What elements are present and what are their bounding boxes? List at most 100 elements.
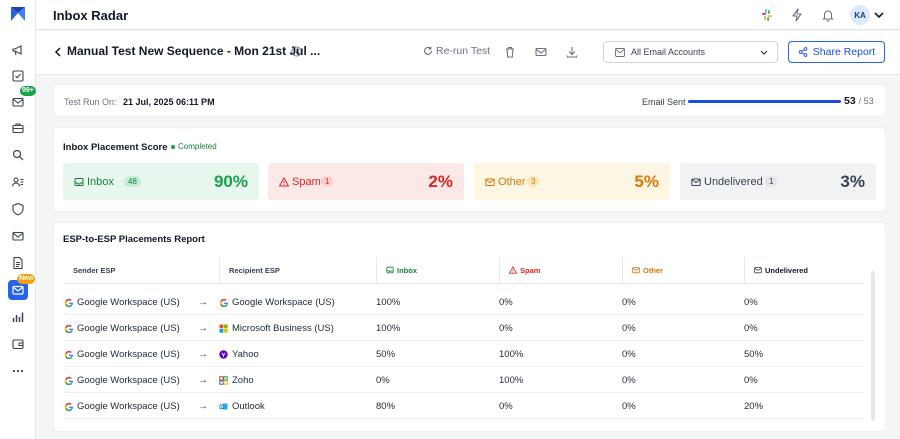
back-chevron-icon[interactable] xyxy=(52,45,64,59)
lightning-icon[interactable] xyxy=(789,7,805,23)
other-icon xyxy=(485,178,495,186)
placement-tile-other[interactable]: Other 3 5% xyxy=(474,163,670,200)
table-row[interactable]: Google Workspace (US) → Outlook 80% 0% 0% 20% xyxy=(64,393,864,419)
column-header-label: Other xyxy=(643,265,664,275)
sidebar-item-briefcase[interactable] xyxy=(8,118,28,138)
sidebar-item-checklist[interactable] xyxy=(8,66,28,86)
arrow-icon: → xyxy=(198,297,208,308)
other-cell: 0% xyxy=(622,375,636,386)
tile-count-badge: 1 xyxy=(321,176,334,187)
sidebar-item-inbox-radar[interactable]: New xyxy=(8,274,36,300)
recipient-esp-name: Google Workspace (US) xyxy=(232,297,335,308)
sender-esp-cell: Google Workspace (US) xyxy=(64,323,180,334)
zoho-logo-icon xyxy=(219,376,228,385)
sent-count: 53 xyxy=(844,95,856,107)
brand-logo-icon[interactable] xyxy=(9,5,27,23)
table-scrollbar[interactable] xyxy=(871,271,875,421)
refresh-icon xyxy=(424,46,433,55)
sidebar-item-megaphone[interactable] xyxy=(8,40,28,60)
undelivered-cell: 50% xyxy=(744,349,764,360)
undelivered-cell: 20% xyxy=(744,401,764,412)
tile-label: Inbox xyxy=(87,176,114,188)
undelivered-cell: 0% xyxy=(744,375,758,386)
table-row[interactable]: Google Workspace (US) → Zoho 0% 100% 0% 0% xyxy=(64,367,864,393)
other-icon xyxy=(632,267,640,274)
contacts-icon xyxy=(11,177,24,187)
tile-label: Other xyxy=(498,176,526,188)
wallet-icon xyxy=(12,339,24,350)
recipient-esp-cell: Google Workspace (US) xyxy=(219,297,335,308)
sidebar-item-document[interactable] xyxy=(8,253,28,273)
slack-icon[interactable] xyxy=(759,7,775,23)
microsoft-logo-icon xyxy=(219,324,228,333)
placement-tile-undelivered[interactable]: Undelivered 1 3% xyxy=(680,163,876,200)
tile-count-badge: 48 xyxy=(124,176,141,187)
tile-count-badge: 3 xyxy=(527,176,540,187)
tile-label: Spam xyxy=(292,176,321,188)
table-row[interactable]: Google Workspace (US) → Yahoo 50% 100% 0% 50% xyxy=(64,341,864,367)
run-label: Test Run On: xyxy=(64,97,117,107)
table-row[interactable]: Google Workspace (US) → Google Workspace (… xyxy=(64,289,864,315)
inbox-placement-card: Inbox Placement Score Completed Inbox 48 9… xyxy=(53,127,886,212)
megaphone-icon xyxy=(12,45,22,56)
more-icon xyxy=(12,369,24,373)
sidebar-item-shield[interactable] xyxy=(8,199,28,219)
bell-icon[interactable] xyxy=(820,7,836,23)
sidebar-item-mail[interactable] xyxy=(8,226,28,246)
inbox-cell: 100% xyxy=(376,297,401,308)
email-icon[interactable] xyxy=(534,45,548,59)
checklist-icon xyxy=(12,70,24,82)
sidebar-item-wallet[interactable] xyxy=(8,334,28,354)
sidebar-item-contacts[interactable] xyxy=(8,172,28,192)
sidebar-badge: New xyxy=(17,274,36,284)
other-cell: 0% xyxy=(622,297,636,308)
status-dot-icon xyxy=(171,144,175,149)
share-report-button[interactable]: Share Report xyxy=(788,41,885,63)
trash-icon[interactable] xyxy=(503,45,517,59)
placement-title: Inbox Placement Score xyxy=(63,142,168,153)
page-title: Manual Test New Sequence - Mon 21st Jul … xyxy=(67,44,321,58)
undelivered-cell: 0% xyxy=(744,297,758,308)
sidebar-item-more[interactable] xyxy=(8,361,28,381)
rerun-test-button[interactable]: Re-run Test xyxy=(423,45,490,57)
tile-label: Undelivered xyxy=(704,176,763,188)
tile-percent: 3% xyxy=(840,172,865,191)
column-header-label: Undelivered xyxy=(765,265,808,275)
report-title: ESP-to-ESP Placements Report xyxy=(63,234,205,245)
spam-cell: 100% xyxy=(499,375,524,386)
inbox-cell: 0% xyxy=(376,375,390,386)
column-header-label: Sender ESP xyxy=(73,265,116,275)
email-sent-label: Email Sent xyxy=(642,97,686,107)
tile-percent: 90% xyxy=(213,172,248,191)
chevron-down-icon[interactable] xyxy=(871,7,887,23)
sender-esp-cell: Google Workspace (US) xyxy=(64,401,180,412)
recipient-esp-cell: Microsoft Business (US) xyxy=(219,323,334,334)
column-header-recipient-esp: Recipient ESP xyxy=(219,257,376,283)
google-logo-icon xyxy=(219,298,228,307)
search-icon xyxy=(12,149,24,161)
sent-total: / 53 xyxy=(858,96,874,106)
app-title: Inbox Radar xyxy=(53,8,129,23)
arrow-icon: → xyxy=(198,323,208,334)
recipient-esp-cell: Yahoo xyxy=(219,349,259,360)
sender-esp-cell: Google Workspace (US) xyxy=(64,297,180,308)
column-header-label: Inbox xyxy=(397,265,417,275)
placement-tile-inbox[interactable]: Inbox 48 90% xyxy=(63,163,259,200)
placement-tile-spam[interactable]: Spam 1 2% xyxy=(268,163,464,200)
info-icon[interactable] xyxy=(291,46,302,57)
sender-esp-name: Google Workspace (US) xyxy=(77,349,180,360)
download-icon[interactable] xyxy=(565,45,579,59)
recipient-esp-name: Outlook xyxy=(232,401,265,412)
table-row[interactable]: Google Workspace (US) → Microsoft Business… xyxy=(64,315,864,341)
email-accounts-select[interactable]: All Email Accounts xyxy=(603,41,778,63)
tile-percent: 2% xyxy=(428,172,453,191)
rerun-label: Re-run Test xyxy=(436,45,491,57)
arrow-icon: → xyxy=(198,375,208,386)
sidebar-item-analytics[interactable] xyxy=(8,307,28,327)
sidebar-item-search[interactable] xyxy=(8,145,28,165)
sidebar-item-mailbox[interactable]: 99+ xyxy=(8,86,36,112)
recipient-esp-cell: Outlook xyxy=(219,401,265,412)
avatar[interactable]: KA xyxy=(850,5,870,25)
inbox-icon xyxy=(386,266,394,274)
header-divider xyxy=(64,283,864,284)
